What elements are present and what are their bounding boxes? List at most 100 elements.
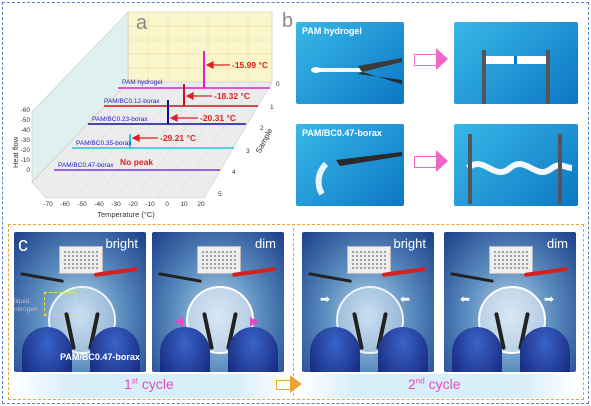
sample-label-c: PAM/BC0.47-borax: [60, 352, 140, 362]
cycle2-band: [300, 374, 578, 398]
x-tick-1: -60: [60, 201, 70, 208]
x-ticks: -70 -60 -50 -40 -30 -20 -10 0 10 20: [43, 201, 205, 208]
y-axis-label: Heat flow: [11, 136, 20, 168]
series-name-bc035: PAM/BC0.35-borax: [76, 140, 132, 147]
x-tick-6: -10: [145, 201, 155, 208]
panel-b-letter: b: [282, 10, 294, 32]
wire-black-1: [20, 272, 64, 283]
breadboard-3: [347, 246, 391, 274]
arrow-in-right-3: ⬅: [400, 292, 411, 306]
cycle1-label: 1st cycle: [124, 376, 174, 392]
label-pam-hydrogel: PAM hydrogel: [302, 26, 362, 36]
photo-cycle2-bright: bright ➡ ⬅: [302, 232, 434, 372]
glove-right-4: [520, 327, 570, 372]
photo-cycle1-dim: dim ◀ ▶: [152, 232, 284, 372]
photo-pam-hydrogel: PAM hydrogel: [296, 22, 404, 104]
annotation-nitrogen: nitrogen: [14, 306, 38, 313]
z-tick-5: 5: [218, 191, 222, 198]
arrow-b-top-head: [436, 48, 448, 70]
glove-left-4: [452, 327, 502, 372]
x-tick-9: 20: [197, 201, 205, 208]
panel-b: b PAM hydrogel PAM/BC0.47-borax: [282, 8, 584, 220]
cycle2-label: 2nd cycle: [408, 376, 461, 392]
z-tick-2: 2: [260, 125, 264, 132]
y-tick-6: 0: [26, 167, 30, 174]
state-label-1: bright: [105, 236, 138, 251]
state-label-2: dim: [255, 236, 276, 251]
y-tick-5: -10: [21, 157, 31, 164]
x-tick-2: -50: [77, 201, 87, 208]
nitrogen-box: [44, 292, 76, 316]
panel-c-letter: c: [18, 234, 28, 256]
photo-pam-broken: [454, 22, 578, 104]
photo-borax-twisted: [454, 124, 578, 206]
z-axis-label: Sample: [254, 126, 275, 155]
broken-hydrogel-drawing: [482, 50, 550, 104]
x-tick-7: 0: [165, 201, 169, 208]
peak-label-bc012: -18.32 °C: [214, 91, 250, 101]
x-tick-8: 10: [180, 201, 188, 208]
wire-black-3: [308, 272, 352, 283]
state-label-4: dim: [547, 236, 568, 251]
arrow-in-left-3: ➡: [320, 292, 331, 306]
glove-left-3: [310, 327, 360, 372]
glove-left-1: [22, 327, 72, 372]
series-lines: [54, 51, 270, 171]
photo-cycle2-dim: dim ⬅ ➡: [444, 232, 576, 372]
peak-label-bc035: -29.21 °C: [160, 133, 196, 143]
glove-right-2: [228, 327, 278, 372]
x-tick-4: -30: [111, 201, 121, 208]
y-tick-4: -20: [21, 147, 31, 154]
peak-label-bc023: -20.31 °C: [200, 113, 236, 123]
breadboard-2: [197, 246, 241, 274]
breadboard-4: [489, 246, 533, 274]
y-ticks: -60 -50 -40 -30 -20 -10 0: [21, 107, 31, 174]
cycle1-band: [14, 374, 290, 398]
cycle-divider: [293, 228, 294, 396]
peak-arrows: [131, 61, 230, 142]
x-axis-label: Temperature (°C): [97, 210, 155, 219]
series-name-bc047: PAM/BC0.47-borax: [58, 162, 114, 169]
series-name-pam: PAM hydrogel: [122, 79, 163, 86]
x-tick-5: -20: [128, 201, 138, 208]
series-name-bc012: PAM/BC0.12-borax: [104, 98, 160, 105]
state-label-3: bright: [393, 236, 426, 251]
photo-pam-bc-borax: PAM/BC0.47-borax: [296, 124, 404, 206]
wire-black-2: [158, 272, 202, 283]
cycle-arrow-shaft: [276, 380, 293, 390]
twisted-gel-drawing: [466, 134, 573, 204]
cycle-arrow-head: [290, 375, 302, 393]
y-tick-3: -30: [21, 137, 31, 144]
floor: [31, 81, 273, 199]
glove-left-2: [160, 327, 210, 372]
x-tick-0: -70: [43, 201, 53, 208]
arrow-out-left-4: ⬅: [460, 292, 471, 306]
dsc-3d-chart: -15.99 °C -18.32 °C -20.31 °C -29.21 °C …: [11, 11, 280, 219]
arrow-out-right-4: ➡: [544, 292, 555, 306]
z-tick-1: 1: [270, 104, 274, 111]
arrow-right-2: ▶: [250, 314, 260, 328]
arrow-b-top-shaft: [414, 54, 441, 66]
borax-gel-drawing: [315, 152, 402, 196]
glove-right-3: [378, 327, 428, 372]
wire-black-4: [450, 272, 494, 283]
z-tick-0: 0: [276, 81, 280, 88]
z-tick-4: 4: [232, 169, 236, 176]
y-tick-0: -60: [21, 107, 31, 114]
z-tick-3: 3: [246, 148, 250, 155]
arrow-b-bottom-shaft: [414, 156, 441, 168]
series-name-bc023: PAM/BC0.23-borax: [92, 116, 148, 123]
peak-label-pam: -15.99 °C: [232, 60, 268, 70]
z-ticks: 0 1 2 3 4 5: [218, 81, 280, 198]
arrow-left-2: ◀: [174, 314, 184, 328]
hydrogel-stick-drawing: [311, 58, 402, 84]
breadboard-1: [59, 246, 103, 274]
y-tick-2: -40: [21, 127, 31, 134]
peak-label-bc047: No peak: [120, 157, 153, 167]
glove-right-1: [90, 327, 140, 372]
y-tick-1: -50: [21, 117, 31, 124]
panel-a-letter: a: [136, 12, 148, 34]
photo-cycle1-bright: c bright liquid nitrogen PAM/BC0.47-bora…: [14, 232, 146, 372]
x-tick-3: -40: [94, 201, 104, 208]
